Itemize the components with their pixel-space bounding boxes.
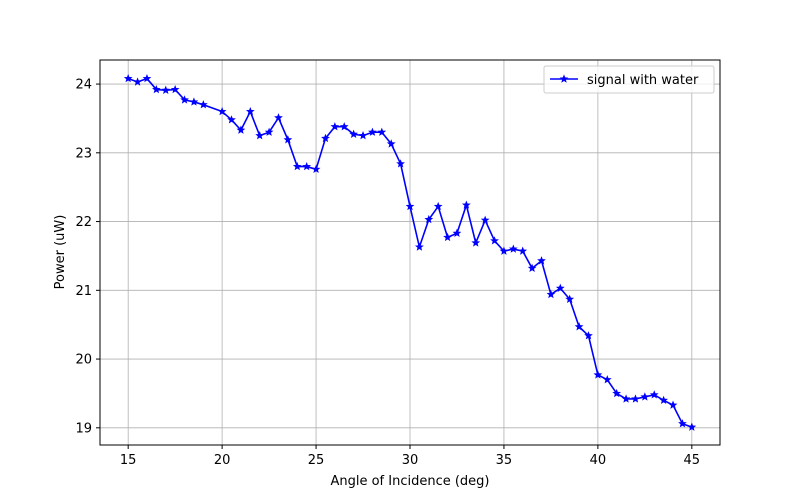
data-point-marker xyxy=(480,215,490,224)
data-point-marker xyxy=(142,73,152,83)
data-point-marker xyxy=(198,100,208,109)
data-point-marker xyxy=(151,84,161,94)
data-point-marker xyxy=(640,392,650,401)
data-point-marker xyxy=(602,375,612,384)
data-point-marker xyxy=(358,131,368,140)
data-point-marker xyxy=(123,73,133,83)
data-point-marker xyxy=(443,232,452,242)
y-axis-label: Power (uW) xyxy=(53,215,68,290)
data-point-marker xyxy=(659,395,669,405)
x-tick-label: 25 xyxy=(308,453,325,468)
y-tick-label: 23 xyxy=(75,146,92,161)
data-point-marker xyxy=(349,129,359,138)
data-point-marker xyxy=(292,161,302,171)
legend-label: signal with water xyxy=(587,73,699,88)
data-point-marker xyxy=(217,106,227,116)
x-tick-label: 45 xyxy=(684,453,701,468)
y-tick-label: 20 xyxy=(75,353,92,368)
data-point-marker xyxy=(189,97,199,106)
legend-star-marker xyxy=(559,74,569,83)
data-point-marker xyxy=(574,322,584,331)
axis-ticks: 15 20 25 30 35 40 45 19 20 21 22 23 24 xyxy=(75,78,700,468)
x-tick-label: 20 xyxy=(214,453,231,468)
data-point-marker xyxy=(264,127,274,136)
data-point-marker xyxy=(687,422,697,431)
data-point-marker xyxy=(245,106,255,116)
data-point-marker xyxy=(133,77,142,86)
data-point-marker xyxy=(339,122,349,131)
data-point-marker xyxy=(415,242,424,251)
data-point-marker xyxy=(584,331,593,340)
data-point-marker xyxy=(433,201,443,211)
data-point-marker xyxy=(227,115,236,124)
data-point-marker xyxy=(170,84,180,94)
data-point-marker xyxy=(283,135,293,144)
data-point-marker xyxy=(490,236,499,245)
data-point-marker xyxy=(565,294,575,303)
y-tick-label: 19 xyxy=(75,421,92,436)
data-point-marker xyxy=(527,263,537,273)
y-tick-label: 24 xyxy=(75,78,92,93)
data-point-marker xyxy=(508,244,518,253)
data-point-marker xyxy=(405,201,415,211)
series-group xyxy=(123,73,697,431)
data-point-marker xyxy=(471,238,481,247)
data-point-marker xyxy=(396,159,405,168)
data-point-marker xyxy=(368,127,377,136)
data-point-marker xyxy=(424,214,434,224)
data-point-marker xyxy=(668,400,678,409)
data-point-marker xyxy=(274,113,283,122)
data-point-marker xyxy=(499,246,509,255)
y-tick-label: 22 xyxy=(75,215,92,230)
data-point-marker xyxy=(678,419,687,428)
data-point-marker xyxy=(321,133,330,143)
data-point-marker xyxy=(452,228,462,237)
x-tick-label: 35 xyxy=(496,453,513,468)
data-point-marker xyxy=(236,125,246,134)
x-tick-label: 40 xyxy=(590,453,607,468)
data-point-marker xyxy=(593,370,603,379)
data-point-marker xyxy=(649,390,659,399)
legend-box xyxy=(543,65,715,94)
series-layer xyxy=(123,73,697,431)
data-point-marker xyxy=(386,139,396,148)
data-point-marker xyxy=(631,394,640,403)
data-point-marker xyxy=(180,95,189,104)
x-axis-label: Angle of Incidence (deg) xyxy=(330,474,489,489)
data-point-marker xyxy=(377,127,387,136)
data-point-marker xyxy=(302,161,312,171)
data-point-marker xyxy=(518,246,528,255)
data-point-marker xyxy=(555,283,565,292)
y-tick-label: 21 xyxy=(75,284,92,299)
x-tick-label: 15 xyxy=(120,453,137,468)
data-point-marker xyxy=(161,85,171,94)
data-point-marker xyxy=(461,200,471,209)
data-point-marker xyxy=(621,394,631,403)
data-point-marker xyxy=(311,164,321,174)
data-point-marker xyxy=(255,131,265,140)
data-point-marker xyxy=(546,289,556,299)
x-tick-label: 30 xyxy=(402,453,419,468)
data-point-marker xyxy=(537,256,546,265)
grid xyxy=(100,60,720,445)
data-point-marker xyxy=(612,388,622,398)
data-point-marker xyxy=(330,122,340,131)
legend: signal with water xyxy=(543,65,715,94)
